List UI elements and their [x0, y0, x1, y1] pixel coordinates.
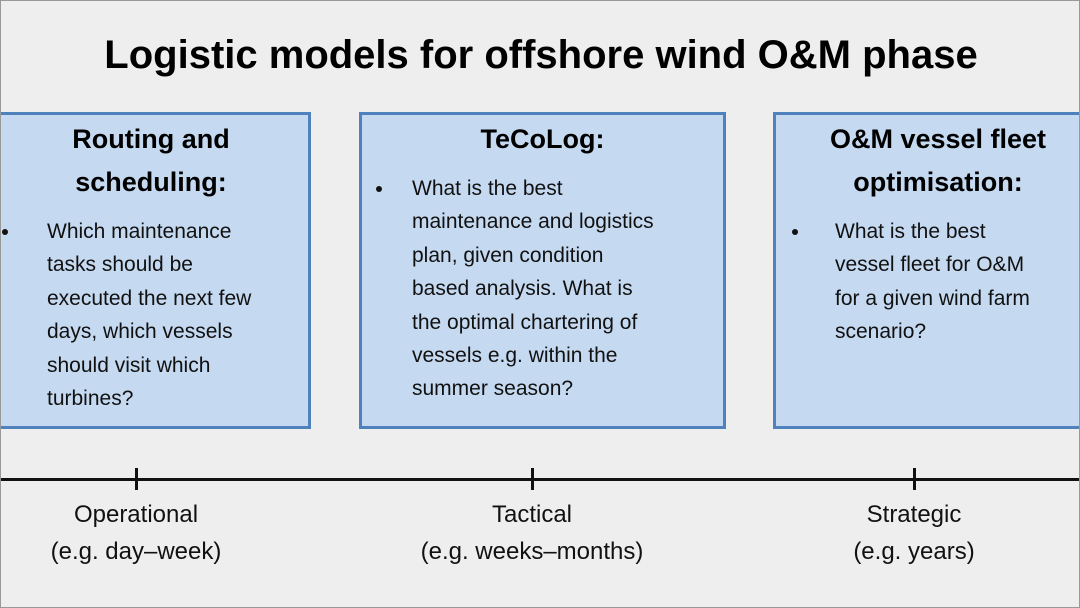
bullet-dot — [376, 186, 382, 192]
box-title: TeCoLog: — [480, 124, 605, 154]
bullet-text: should visit which — [47, 353, 211, 377]
timeline-label: Strategic — [866, 501, 962, 528]
bullet-text: the optimal chartering of — [412, 310, 638, 334]
bullet-text: tasks should be — [47, 253, 193, 277]
box-title: scheduling: — [75, 167, 227, 197]
bullet-text: scenario? — [835, 320, 927, 344]
timeline-sublabel: (e.g. years) — [853, 538, 975, 565]
bullet-text: Which maintenance — [47, 220, 232, 243]
bullet-dot — [2, 229, 8, 235]
bullet-text: vessel fleet for O&M — [835, 253, 1025, 277]
bullet-text: maintenance and logistics — [412, 210, 654, 234]
bullet-text: turbines? — [47, 387, 134, 410]
timeline-sublabel: (e.g. day–week) — [50, 538, 222, 565]
bullet-text: based analysis. What is — [412, 277, 633, 301]
bullet-text: days, which vessels — [47, 320, 233, 344]
bullet-text: What is the best — [835, 220, 986, 243]
slide-title: Logistic models for offshore wind O&M ph… — [104, 33, 978, 77]
bullet-text: What is the best — [412, 177, 563, 200]
model-box: TeCoLog: What is the best maintenance and … — [359, 112, 726, 429]
model-box: Routing and scheduling: Which maintenance t… — [1, 112, 311, 429]
bullet-dot — [792, 229, 798, 235]
timeline-tick — [134, 468, 138, 490]
timeline-sublabel: (e.g. weeks–months) — [420, 538, 644, 565]
bullet-text: summer season? — [412, 377, 574, 401]
box-title: O&M vessel fleet — [829, 124, 1047, 154]
timeline-axis — [1, 478, 1079, 481]
bullet-text: for a given wind farm — [835, 286, 1030, 310]
timeline-label: Operational — [73, 501, 199, 528]
timeline-tick — [530, 468, 534, 490]
box-title: Routing and — [72, 124, 230, 154]
timeline-label: Tactical — [491, 501, 573, 528]
box-title: optimisation: — [853, 167, 1023, 197]
bullet-text: executed the next few — [47, 286, 252, 310]
bullet-text: vessels e.g. within the — [412, 344, 618, 367]
bullet-text: plan, given condition — [412, 243, 604, 267]
model-box: O&M vessel fleet optimisation: What is the… — [773, 112, 1079, 429]
timeline-tick — [912, 468, 916, 490]
